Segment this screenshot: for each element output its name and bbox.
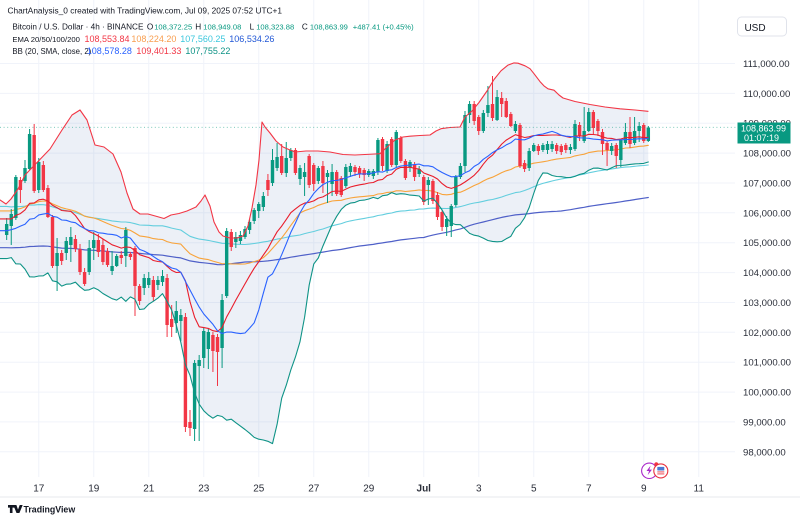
svg-text:106,534.26: 106,534.26 bbox=[229, 34, 274, 44]
svg-text:11: 11 bbox=[694, 484, 705, 495]
svg-text:107,000.00: 107,000.00 bbox=[743, 179, 791, 190]
svg-text:17: 17 bbox=[33, 484, 45, 495]
svg-text:99,000.00: 99,000.00 bbox=[743, 417, 786, 428]
svg-text:108,553.84: 108,553.84 bbox=[85, 34, 130, 44]
svg-text:01:07:19: 01:07:19 bbox=[744, 133, 779, 143]
svg-text:+487.41 (+0.45%): +487.41 (+0.45%) bbox=[353, 23, 414, 32]
svg-text:EMA 20/50/100/200: EMA 20/50/100/200 bbox=[12, 35, 80, 44]
svg-text:TradingView: TradingView bbox=[24, 505, 76, 515]
svg-text:Jul: Jul bbox=[417, 484, 432, 495]
svg-text:108,863.99: 108,863.99 bbox=[310, 23, 348, 32]
svg-text:109,401.33: 109,401.33 bbox=[136, 46, 181, 56]
svg-text:101,000.00: 101,000.00 bbox=[743, 358, 791, 369]
svg-text:25: 25 bbox=[253, 484, 265, 495]
svg-text:23: 23 bbox=[198, 484, 210, 495]
svg-text:106,000.00: 106,000.00 bbox=[743, 208, 791, 219]
svg-text:BB (20, SMA, close, 2): BB (20, SMA, close, 2) bbox=[12, 47, 91, 56]
svg-text:3: 3 bbox=[476, 484, 482, 495]
svg-text:108,949.08: 108,949.08 bbox=[203, 23, 241, 32]
svg-text:H: H bbox=[195, 23, 201, 32]
svg-text:29: 29 bbox=[363, 484, 375, 495]
svg-text:USD: USD bbox=[744, 23, 765, 34]
svg-text:Bitcoin / U.S. Dollar · 4h · B: Bitcoin / U.S. Dollar · 4h · BINANCE bbox=[12, 23, 144, 32]
svg-text:L: L bbox=[250, 23, 255, 32]
svg-text:7: 7 bbox=[586, 484, 592, 495]
svg-text:C: C bbox=[302, 23, 308, 32]
svg-text:27: 27 bbox=[308, 484, 320, 495]
svg-text:107,560.25: 107,560.25 bbox=[180, 34, 225, 44]
svg-text:104,000.00: 104,000.00 bbox=[743, 268, 791, 279]
svg-text:103,000.00: 103,000.00 bbox=[743, 298, 791, 309]
svg-text:110,000.00: 110,000.00 bbox=[743, 89, 790, 100]
svg-text:111,000.00: 111,000.00 bbox=[743, 59, 790, 70]
svg-text:108,578.28: 108,578.28 bbox=[87, 46, 132, 56]
svg-text:107,755.22: 107,755.22 bbox=[185, 46, 230, 56]
svg-text:5: 5 bbox=[531, 484, 537, 495]
svg-text:108,863.99: 108,863.99 bbox=[741, 124, 786, 134]
svg-text:98,000.00: 98,000.00 bbox=[743, 447, 786, 458]
svg-text:O: O bbox=[147, 23, 153, 32]
svg-text:19: 19 bbox=[88, 484, 100, 495]
svg-text:9: 9 bbox=[641, 484, 647, 495]
svg-text:100,000.00: 100,000.00 bbox=[743, 388, 791, 399]
svg-text:108,224.20: 108,224.20 bbox=[131, 34, 176, 44]
svg-text:102,000.00: 102,000.00 bbox=[743, 328, 791, 339]
svg-text:21: 21 bbox=[143, 484, 155, 495]
svg-text:ChartAnalysis_0 created with T: ChartAnalysis_0 created with TradingView… bbox=[8, 6, 283, 16]
svg-text:108,323.88: 108,323.88 bbox=[256, 23, 294, 32]
svg-text:108,000.00: 108,000.00 bbox=[743, 149, 791, 160]
svg-text:105,000.00: 105,000.00 bbox=[743, 238, 791, 249]
svg-text:108,372.25: 108,372.25 bbox=[154, 23, 192, 32]
